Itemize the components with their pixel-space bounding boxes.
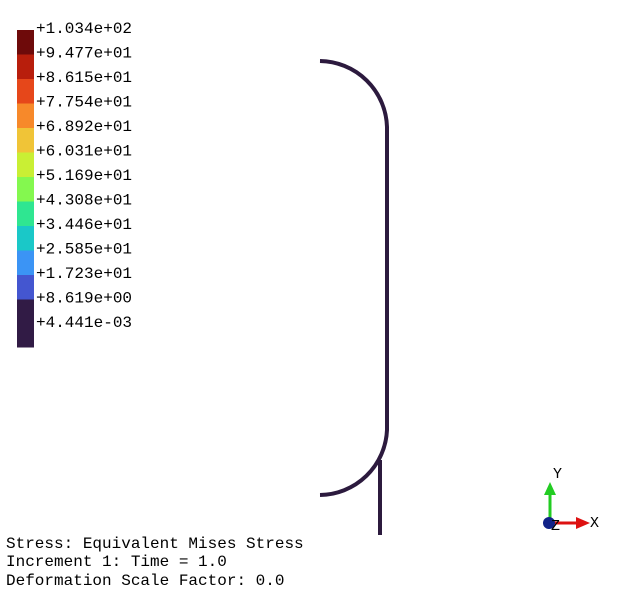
legend-label: +1.034e+02 (36, 20, 132, 38)
legend-swatch (17, 54, 34, 79)
legend-swatch (17, 201, 34, 226)
legend-swatch (17, 275, 34, 300)
legend-label: +7.754e+01 (36, 94, 132, 112)
info-line-scale-factor: Deformation Scale Factor: 0.0 (6, 572, 285, 590)
legend-swatch (17, 250, 34, 275)
info-line-variable: Stress: Equivalent Mises Stress (6, 535, 304, 553)
legend-swatch (17, 299, 34, 348)
legend-label: +8.615e+01 (36, 69, 132, 87)
z-axis-dot (543, 517, 555, 529)
y-axis-label: Y (553, 466, 562, 483)
legend-label: +9.477e+01 (36, 45, 132, 63)
legend: +1.034e+02 +9.477e+01 +8.615e+01 +7.754e+01… (17, 20, 132, 348)
info-line-increment: Increment 1: Time = 1.0 (6, 553, 227, 571)
legend-swatch (17, 226, 34, 251)
x-axis-arrowhead (576, 517, 590, 529)
legend-swatch (17, 79, 34, 104)
legend-label: +8.619e+00 (36, 290, 132, 308)
model-geometry (319, 59, 389, 535)
vessel-shell (319, 59, 389, 497)
legend-label: +6.031e+01 (36, 143, 132, 161)
legend-label: +5.169e+01 (36, 167, 132, 185)
legend-label: +4.308e+01 (36, 192, 132, 210)
legend-label: +4.441e-03 (36, 314, 132, 332)
legend-label: +3.446e+01 (36, 216, 132, 234)
x-axis-label: X (590, 515, 599, 532)
y-axis-arrowhead (544, 482, 556, 495)
legend-label: +1.723e+01 (36, 265, 132, 283)
legend-label: +6.892e+01 (36, 118, 132, 136)
legend-swatch (17, 30, 34, 55)
legend-label: +2.585e+01 (36, 241, 132, 259)
legend-swatch (17, 177, 34, 202)
legend-swatch (17, 103, 34, 128)
z-axis-label: Z (551, 518, 560, 535)
legend-swatch (17, 152, 34, 177)
legend-swatch (17, 128, 34, 153)
axis-triad: Y X Z (543, 466, 599, 535)
